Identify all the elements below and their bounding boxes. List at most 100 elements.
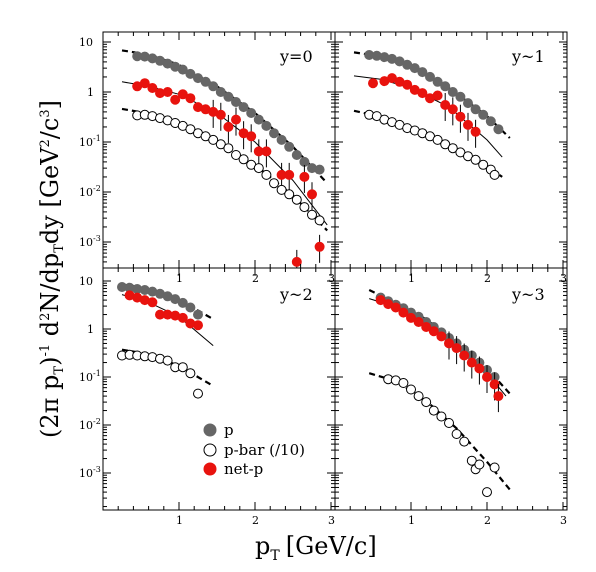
panel-y1: 1 2 3: [335, 32, 567, 285]
point-net-proton-y1: [455, 111, 466, 122]
panel-label-y3: y~3: [511, 285, 545, 304]
point-antiproton-y3: [451, 429, 462, 439]
y-tick-exp-y0: -2: [93, 184, 101, 193]
point-proton-y0: [231, 97, 241, 107]
point-antiproton-y0: [284, 189, 295, 200]
y-tick-exp-y2: -3: [93, 465, 101, 474]
point-antiproton-y3: [436, 411, 447, 422]
x-tick-label-y0: 3: [328, 272, 335, 285]
y-title-dy: dy [GeV: [36, 147, 64, 244]
y-tick-label-y0: 1: [87, 86, 94, 99]
y-title-exp: -1: [38, 344, 53, 357]
point-proton-y1: [425, 71, 435, 82]
point-antiproton-y2: [193, 388, 203, 399]
point-antiproton-y0: [314, 215, 325, 226]
x-axis-title-unit: [GeV/c]: [286, 532, 377, 560]
y-title-T1: T: [52, 366, 67, 375]
point-proton-y2: [193, 309, 203, 320]
plot-area-y3: [368, 289, 511, 498]
point-proton-y0: [223, 91, 234, 102]
point-proton-y0: [269, 128, 279, 139]
point-proton-y1: [440, 81, 451, 92]
x-axis-title-p: p: [255, 532, 270, 560]
point-net-proton-y3: [421, 322, 432, 332]
point-net-proton-y3: [375, 295, 386, 306]
point-net-proton-y3: [474, 363, 485, 374]
point-antiproton-y0: [238, 154, 249, 165]
x-tick-label-y3: 1: [408, 514, 415, 527]
point-net-proton-y0: [284, 169, 295, 180]
point-antiproton-y1: [470, 154, 481, 165]
point-antiproton-y0: [208, 134, 219, 145]
point-net-proton-y0: [246, 131, 257, 142]
panel-y2: 1 2 3 10 1 10-1 10-2 10-3: [79, 268, 335, 527]
point-net-proton-y1: [402, 79, 413, 90]
y-tick-label-y0: 10: [79, 36, 93, 49]
point-proton-y0: [284, 141, 295, 152]
point-antiproton-y3: [489, 462, 500, 473]
point-net-proton-y3: [444, 338, 454, 349]
plot-area-y2: [117, 282, 214, 399]
point-antiproton-y3: [482, 487, 492, 498]
point-proton-y0: [314, 164, 325, 175]
point-antiproton-y1: [478, 159, 489, 170]
point-proton-y0: [215, 87, 226, 97]
point-proton-y1: [455, 91, 466, 102]
point-net-proton-y3: [428, 326, 439, 337]
y-tick-exp-y0: -1: [93, 134, 101, 143]
y-title-two: 2: [38, 313, 53, 321]
point-proton-y0: [200, 76, 211, 87]
y-title-N: N/dp: [36, 253, 64, 313]
point-proton-y0: [185, 68, 196, 79]
point-antiproton-y0: [299, 202, 310, 213]
point-proton-y0: [253, 114, 264, 125]
y-title-T2: T: [52, 244, 67, 253]
point-net-proton-y0: [215, 109, 226, 120]
x-tick-label-y2: 3: [328, 514, 335, 527]
point-proton-y0: [246, 108, 257, 118]
point-proton-y0: [177, 64, 188, 75]
y-tick-exp-y0: -3: [93, 234, 101, 243]
plot-area-y1: [353, 50, 511, 180]
point-antiproton-y3: [413, 391, 424, 402]
point-net-proton-y2: [177, 312, 188, 323]
x-tick-label-y1: 3: [560, 272, 567, 285]
panel-y3: 1 2 3: [335, 268, 567, 527]
panel-label-y2: y~2: [279, 285, 313, 304]
point-net-proton-y0: [299, 171, 310, 182]
point-net-proton-y3: [489, 379, 500, 390]
point-net-proton-y0: [139, 78, 150, 89]
point-net-proton-y0: [261, 146, 272, 157]
x-tick-label-y2: 2: [252, 514, 259, 527]
y-title-close: ): [36, 357, 64, 366]
y-title-end: ]: [36, 100, 64, 109]
point-net-proton-y0: [231, 114, 241, 125]
panel-frame-y2: [102, 267, 336, 511]
y-tick-label-y0: 10-2: [79, 184, 101, 199]
point-net-proton-y0: [162, 87, 173, 97]
point-net-proton-y0: [307, 189, 317, 200]
y-tick-label-y2: 10: [79, 275, 93, 288]
y-title-p: p: [36, 375, 64, 398]
legend-label-pbar: p-bar (/10): [224, 441, 305, 459]
point-antiproton-y2: [177, 362, 188, 373]
point-net-proton-y1: [440, 100, 451, 110]
x-axis-title-sub: T: [270, 548, 280, 564]
x-tick-label-y3: 2: [484, 514, 491, 527]
panel-label-y1: y~1: [511, 47, 545, 66]
point-net-proton-y3: [459, 350, 470, 361]
point-net-proton-y3: [482, 372, 492, 382]
legend-item-p: p: [203, 421, 234, 439]
point-antiproton-y3: [459, 436, 470, 447]
point-net-proton-y1: [368, 78, 378, 89]
point-net-proton-y0: [223, 121, 234, 132]
legend-item-netp: net-p: [203, 460, 263, 478]
x-tick-label-y0: 2: [252, 272, 259, 285]
point-net-proton-y2: [147, 297, 158, 308]
x-tick-label-y1: 1: [408, 272, 415, 285]
legend: p p-bar (/10) net-p: [203, 421, 305, 478]
point-antiproton-y0: [253, 163, 264, 174]
point-antiproton-y2: [162, 355, 173, 366]
